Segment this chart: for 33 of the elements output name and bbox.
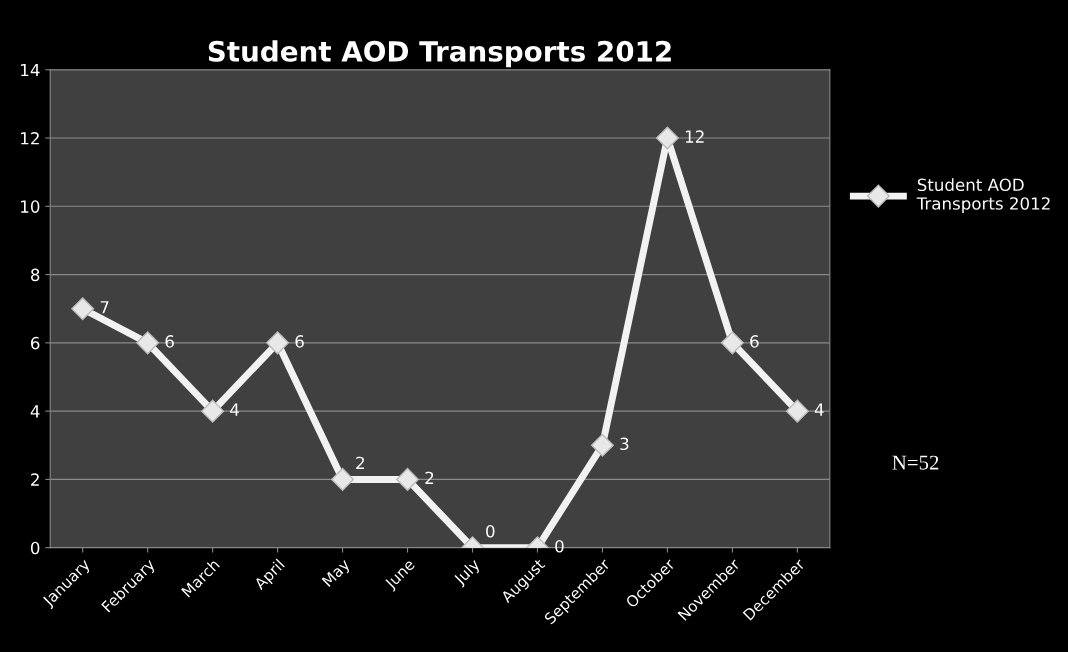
- y-tick-label: 14: [21, 63, 40, 77]
- data-label: 4: [230, 403, 239, 416]
- data-label: 6: [295, 335, 304, 348]
- y-tick-label: 2: [31, 473, 39, 486]
- point: [720, 331, 744, 355]
- data-label: 2: [425, 471, 434, 485]
- point: [331, 467, 355, 491]
- chart-title: Student AOD Transports 2012: [208, 40, 671, 68]
- y-tick-label: 4: [30, 405, 40, 418]
- y-tick-label: 6: [31, 336, 40, 350]
- point: [785, 399, 809, 423]
- data-label: 0: [486, 524, 495, 538]
- y-tick-label: 0: [30, 541, 40, 555]
- point: [201, 399, 225, 423]
- legend-label: Student AOD Transports 2012: [916, 178, 1050, 213]
- data-label: 3: [620, 437, 629, 451]
- y-tick-label: 10: [21, 200, 40, 213]
- point: [266, 331, 290, 355]
- data-label: 0: [555, 539, 564, 553]
- point: [71, 297, 95, 321]
- point: [396, 467, 420, 491]
- data-label: 6: [165, 335, 174, 348]
- point: [590, 433, 614, 457]
- point: [136, 331, 160, 355]
- data-label: 7: [100, 301, 109, 314]
- y-tick-label: 12: [21, 132, 39, 145]
- data-label: 12: [685, 130, 704, 143]
- data-label: 4: [814, 403, 824, 416]
- y-tick-label: 8: [31, 268, 40, 282]
- data-label: 2: [356, 456, 364, 469]
- data-label: 6: [750, 335, 759, 348]
- text: N=52: [892, 455, 939, 470]
- point: [655, 126, 679, 150]
